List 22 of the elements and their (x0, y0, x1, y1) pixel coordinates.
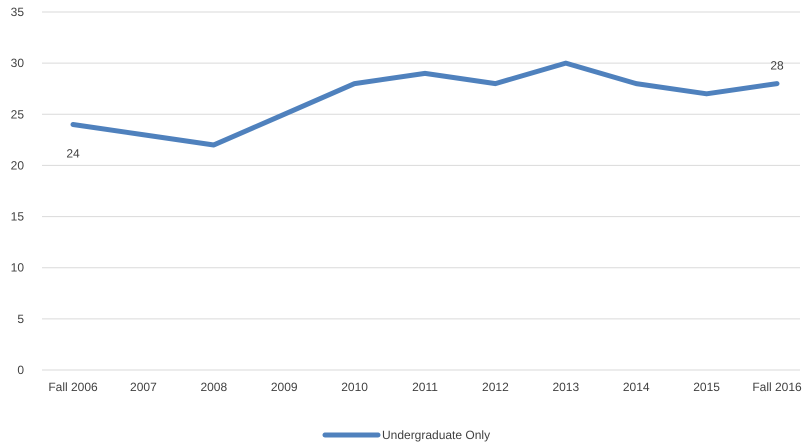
x-tick-label: Fall 2016 (752, 380, 802, 394)
x-tick-label: 2012 (482, 380, 510, 394)
y-tick-label: 10 (10, 260, 24, 275)
y-tick-label: 25 (10, 107, 24, 122)
y-tick-label: 5 (17, 312, 24, 326)
legend-label: Undergraduate Only (382, 428, 490, 442)
x-tick-label: 2009 (270, 380, 298, 394)
x-tick-label: 2015 (693, 380, 720, 394)
x-tick-label: 2007 (130, 380, 158, 394)
x-tick-label: 2008 (200, 380, 228, 394)
x-tick-label: 2010 (341, 380, 368, 394)
y-tick-label: 20 (10, 158, 24, 172)
y-tick-label: 30 (10, 56, 24, 70)
y-tick-label: 15 (10, 210, 24, 224)
data-label: 24 (66, 146, 80, 161)
y-tick-label: 35 (10, 5, 24, 19)
x-tick-label: 2014 (622, 380, 650, 394)
x-tick-label: Fall 2006 (48, 380, 98, 394)
data-label: 28 (770, 58, 784, 73)
y-tick-label: 0 (17, 363, 24, 377)
x-tick-label: 2013 (552, 380, 580, 394)
x-tick-label: 2011 (412, 380, 438, 394)
